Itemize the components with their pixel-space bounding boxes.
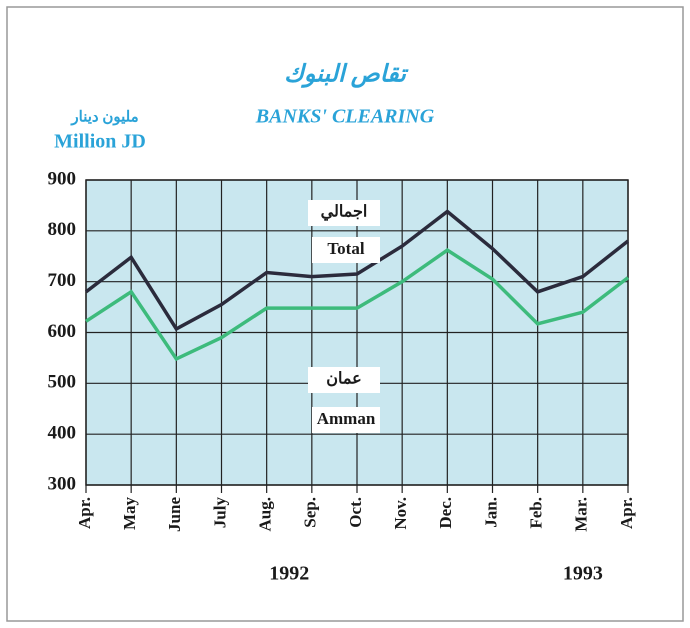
x-tick-label: July (210, 497, 229, 529)
plot-border (85, 179, 629, 486)
y-label: Million JD (54, 131, 146, 153)
year-label: 1992 (269, 563, 309, 585)
x-tick-label: Oct. (346, 497, 365, 528)
series-label: Total (327, 239, 364, 258)
title: تقاص البنوك (284, 62, 409, 89)
subtitle: BANKS' CLEARING (255, 106, 435, 128)
line-series (85, 248, 630, 362)
y-tick-label: 400 (48, 423, 77, 444)
label-box (312, 407, 380, 433)
y-tick-label: 600 (48, 321, 77, 342)
x-tick-label: Nov. (391, 497, 410, 530)
label-box (312, 237, 380, 263)
y-tick-label: 300 (48, 473, 77, 494)
series-label-arabic: اجمالي (321, 204, 368, 222)
y-tick-label: 500 (48, 372, 77, 393)
series-label-arabic: عمان (326, 371, 361, 388)
x-tick-label: May (120, 497, 139, 531)
y-tick-label: 900 (48, 168, 77, 189)
x-tick-label: Sep. (301, 497, 320, 528)
x-tick-label: Mar. (572, 497, 591, 532)
x-tick-label: Aug. (256, 497, 275, 531)
x-tick-label: Dec. (436, 497, 455, 529)
x-tick-label: Jan. (481, 497, 500, 528)
y-tick-label: 700 (48, 270, 77, 291)
year-label: 1993 (563, 563, 603, 585)
y-tick-label: 800 (48, 219, 77, 240)
y-label-arabic: مليون دينار (70, 109, 138, 125)
label-box (308, 200, 380, 226)
series-label: Amman (317, 409, 376, 428)
x-tick-label: June (165, 497, 184, 532)
label-box (308, 367, 380, 393)
x-tick-label: Apr. (617, 497, 636, 529)
line-series (84, 209, 630, 332)
x-tick-label: Apr. (75, 497, 94, 529)
x-tick-label: Feb. (527, 497, 546, 529)
